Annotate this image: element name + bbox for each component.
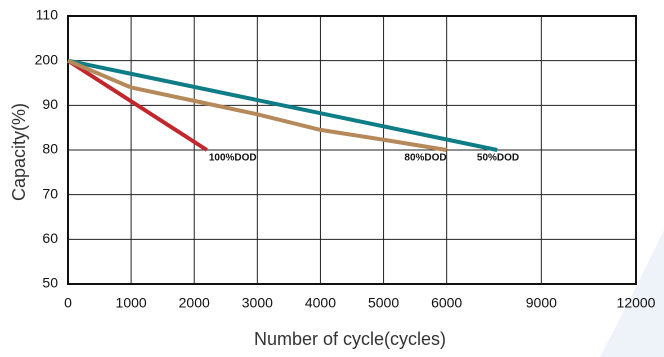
x-tick-label: 3000	[242, 295, 273, 311]
x-tick-label: 2000	[179, 295, 210, 311]
x-tick-label: 12000	[617, 295, 656, 311]
series-label: 50%DOD	[477, 153, 519, 164]
x-tick-label: 6000	[431, 295, 462, 311]
y-tick-label: 80	[42, 141, 58, 157]
series-line	[67, 58, 498, 152]
series-label: 100%DOD	[209, 153, 257, 164]
x-tick-label: 0	[64, 295, 72, 311]
plot-frame	[67, 15, 637, 285]
series-line	[66, 58, 208, 152]
x-tick-label: 5000	[368, 295, 399, 311]
x-tick-label: 4000	[305, 295, 336, 311]
background-shape	[600, 230, 664, 357]
x-tick-label: 9000	[526, 295, 557, 311]
y-tick-label: 70	[42, 185, 58, 201]
y-axis-title: Capacity(%)	[9, 103, 29, 201]
series-line	[67, 58, 447, 152]
x-axis-title: Number of cycle(cycles)	[254, 329, 446, 349]
y-tick-label: 50	[42, 275, 58, 291]
y-tick-label: 110	[36, 7, 59, 23]
y-tick-label: 60	[42, 230, 58, 246]
y-tick-label: 200	[35, 51, 59, 67]
series-label: 80%DOD	[404, 153, 446, 164]
x-tick-label: 1000	[116, 295, 147, 311]
y-tick-label: 90	[42, 96, 58, 112]
